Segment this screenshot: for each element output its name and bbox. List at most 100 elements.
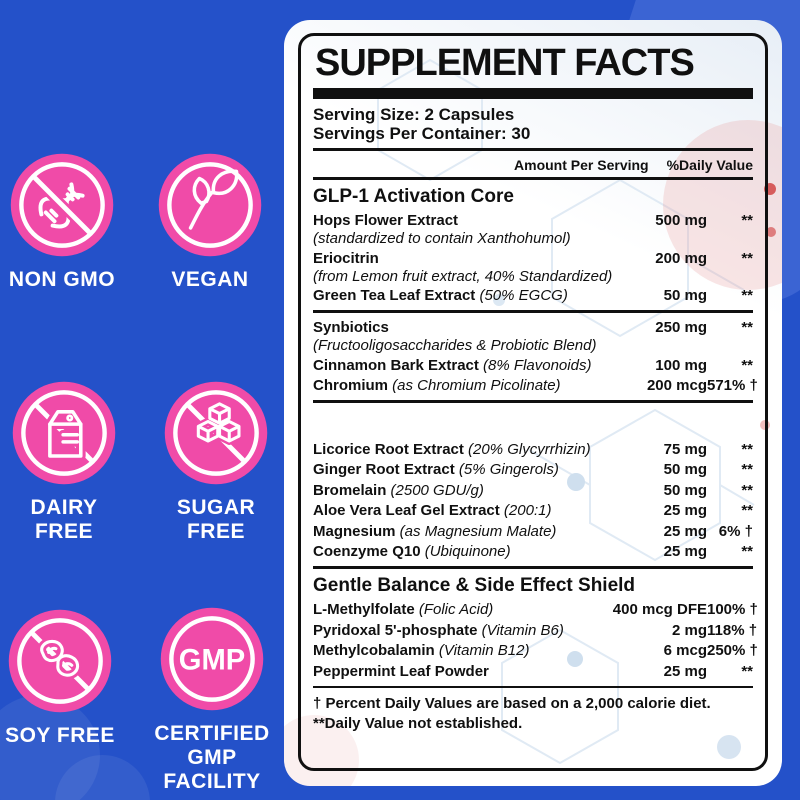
daily-value: 250% † [707,642,758,659]
ingredient-name: Hops Flower Extract [313,211,599,230]
ingredient-row-main: Cinnamon Bark Extract (8% Flavonoids) 100… [313,356,753,375]
ingredient-row: Ginger Root Extract (5% Gingerols) 50 mg *… [313,460,753,479]
supplement-section: GLP-1 Activation Core Hops Flower Extract… [313,185,753,305]
ingredient-name: Peppermint Leaf Powder [313,662,599,681]
ingredient-name: Methylcobalamin (Vitamin B12) [313,641,599,660]
badge-sugar-free: SUGAR FREE [150,380,282,544]
soybeans-prohibited-icon [8,609,112,713]
ingredient-row-main: Ginger Root Extract (5% Gingerols) 50 mg *… [313,460,753,479]
ingredient-name: Bromelain (2500 GDU/g) [313,481,599,500]
milk-prohibited-icon [12,381,116,485]
ingredient-name-detail: (Vitamin B6) [477,621,564,639]
ingredient-row-main: Chromium (as Chromium Picolinate) 200 mcg… [313,376,758,395]
column-amount-header: Amount Per Serving [514,157,649,173]
daily-value: ** [741,212,753,229]
amount-value: 25 mg [663,502,707,519]
divider [313,310,753,313]
ingredient-name: Synbiotics [313,318,599,337]
ingredient-row: Methylcobalamin (Vitamin B12) 6 mcg 250% † [313,641,758,660]
daily-value: ** [741,440,753,458]
amount-value: 2 mg [671,621,707,639]
ingredient-row: Peppermint Leaf Powder 25 mg ** [313,662,753,681]
badge-vegan: VEGAN [144,152,276,292]
daily-value: 118% † [707,621,758,639]
ingredient-name: Magnesium (as Magnesium Malate) [313,522,599,541]
ingredient-row-main: Aloe Vera Leaf Gel Extract (200:1) 25 mg *… [313,501,753,520]
ingredient-name: Cinnamon Bark Extract (8% Flavonoids) [313,356,599,375]
ingredient-name: Ginger Root Extract (5% Gingerols) [313,460,599,479]
footnotes: † Percent Daily Values are based on a 2,… [313,688,753,734]
ingredient-name-detail: (2500 GDU/g) [386,481,484,499]
badge-soy-free: SOY FREE [0,608,126,748]
amount-value: 25 mg [663,522,707,540]
amount-value: 25 mg [663,543,707,560]
daily-value: ** [741,662,753,680]
ingredient-name-text: Pyridoxal 5'-phosphate [313,621,478,639]
daily-value: ** [741,287,753,304]
amount-value: 25 mg [663,662,707,680]
gmp-text: GMP [179,645,245,677]
ingredient-name-detail: (8% Flavonoids) [478,356,592,374]
daily-value: 100% † [707,601,758,618]
ingredient-row: Hops Flower Extract 500 mg ** (standardized… [313,211,753,247]
ingredient-row: Green Tea Leaf Extract (50% EGCG) 50 mg ** [313,286,753,305]
ingredient-row: L-Methylfolate (Folic Acid) 400 mcg DFE 10… [313,600,758,619]
ingredient-row-main: Coenzyme Q10 (Ubiquinone) 25 mg ** [313,542,753,561]
divider [313,566,753,569]
daily-value: ** [741,356,753,374]
ingredient-row: Eriocitrin 200 mg ** (from Lemon fruit extr… [313,249,753,285]
amount-value: 400 mcg DFE [612,601,707,618]
ingredient-name-detail: (Vitamin B12) [434,642,530,659]
ingredient-name-text: Synbiotics [313,319,389,336]
supplement-section: Gentle Balance & Side Effect Shield L-Met… [313,574,758,681]
divider [313,177,753,180]
supplement-facts-panel: SUPPLEMENT FACTS Serving Size: 2 Capsule… [284,20,782,786]
ingredient-name: Coenzyme Q10 (Ubiquinone) [313,542,599,561]
amount-value: 75 mg [663,440,707,458]
ingredient-row: Aloe Vera Leaf Gel Extract (200:1) 25 mg *… [313,501,753,520]
ingredient-name-text: Cinnamon Bark Extract [313,356,479,374]
amount-value: 500 mg [655,212,707,229]
ingredient-row-main: Peppermint Leaf Powder 25 mg ** [313,662,753,681]
daily-value: ** [741,481,753,499]
daily-value: 571% † [707,377,758,394]
ingredient-name-detail: (5% Gingerols) [454,461,559,478]
amount-value: 50 mg [663,481,707,499]
ingredient-name-text: Methylcobalamin [313,642,435,659]
facts-box: SUPPLEMENT FACTS Serving Size: 2 Capsule… [298,33,768,771]
badge-label: VEGAN [171,268,249,291]
serving-size: Serving Size: 2 Capsules [313,105,515,124]
daily-value: 6% † [718,522,753,540]
daily-value: ** [741,543,753,560]
ingredient-name-text: Bromelain [313,481,387,499]
ingredient-sections: GLP-1 Activation Core Hops Flower Extract… [313,180,758,688]
ingredient-name-text: Peppermint Leaf Powder [313,662,489,680]
daily-value: ** [741,249,753,267]
ingredient-detail: (from Lemon fruit extract, 40% Standardi… [313,267,613,285]
ingredient-name-detail: (200:1) [499,502,552,519]
amount-value: 250 mg [655,319,707,336]
dna-prohibited-icon [10,153,114,257]
badge-dairy-free: DAIRY FREE [0,380,130,544]
ingredient-row-main: Synbiotics 250 mg ** [313,318,753,337]
ingredient-row-main: Licorice Root Extract (20% Glycyrrhizin)… [313,440,753,459]
ingredient-row-main: Magnesium (as Magnesium Malate) 25 mg 6% † [313,522,753,541]
divider [313,685,753,688]
daily-value: ** [741,319,753,336]
amount-value: 200 mg [655,249,707,267]
column-headers: Amount Per Serving %Daily Value [313,151,753,177]
ingredient-name: Licorice Root Extract (20% Glycyrrhizin) [313,440,599,459]
ingredient-name-text: Aloe Vera Leaf Gel Extract [313,502,500,519]
ingredient-name-text: Hops Flower Extract [313,212,459,229]
background-bubble [0,695,100,800]
ingredient-name: Eriocitrin [313,249,599,268]
ingredient-name-detail: (50% EGCG) [475,287,568,304]
divider-thick [313,88,753,99]
ingredient-name-detail: (as Magnesium Malate) [395,522,557,540]
ingredient-row-main: Hops Flower Extract 500 mg ** [313,211,753,230]
ingredient-row: Coenzyme Q10 (Ubiquinone) 25 mg ** [313,542,753,561]
footnote-not-established: **Daily Value not established. [313,714,523,732]
ingredient-row-main: L-Methylfolate (Folic Acid) 400 mcg DFE 10… [313,600,758,619]
ingredient-detail: (standardized to contain Xanthohumol) [313,230,571,247]
